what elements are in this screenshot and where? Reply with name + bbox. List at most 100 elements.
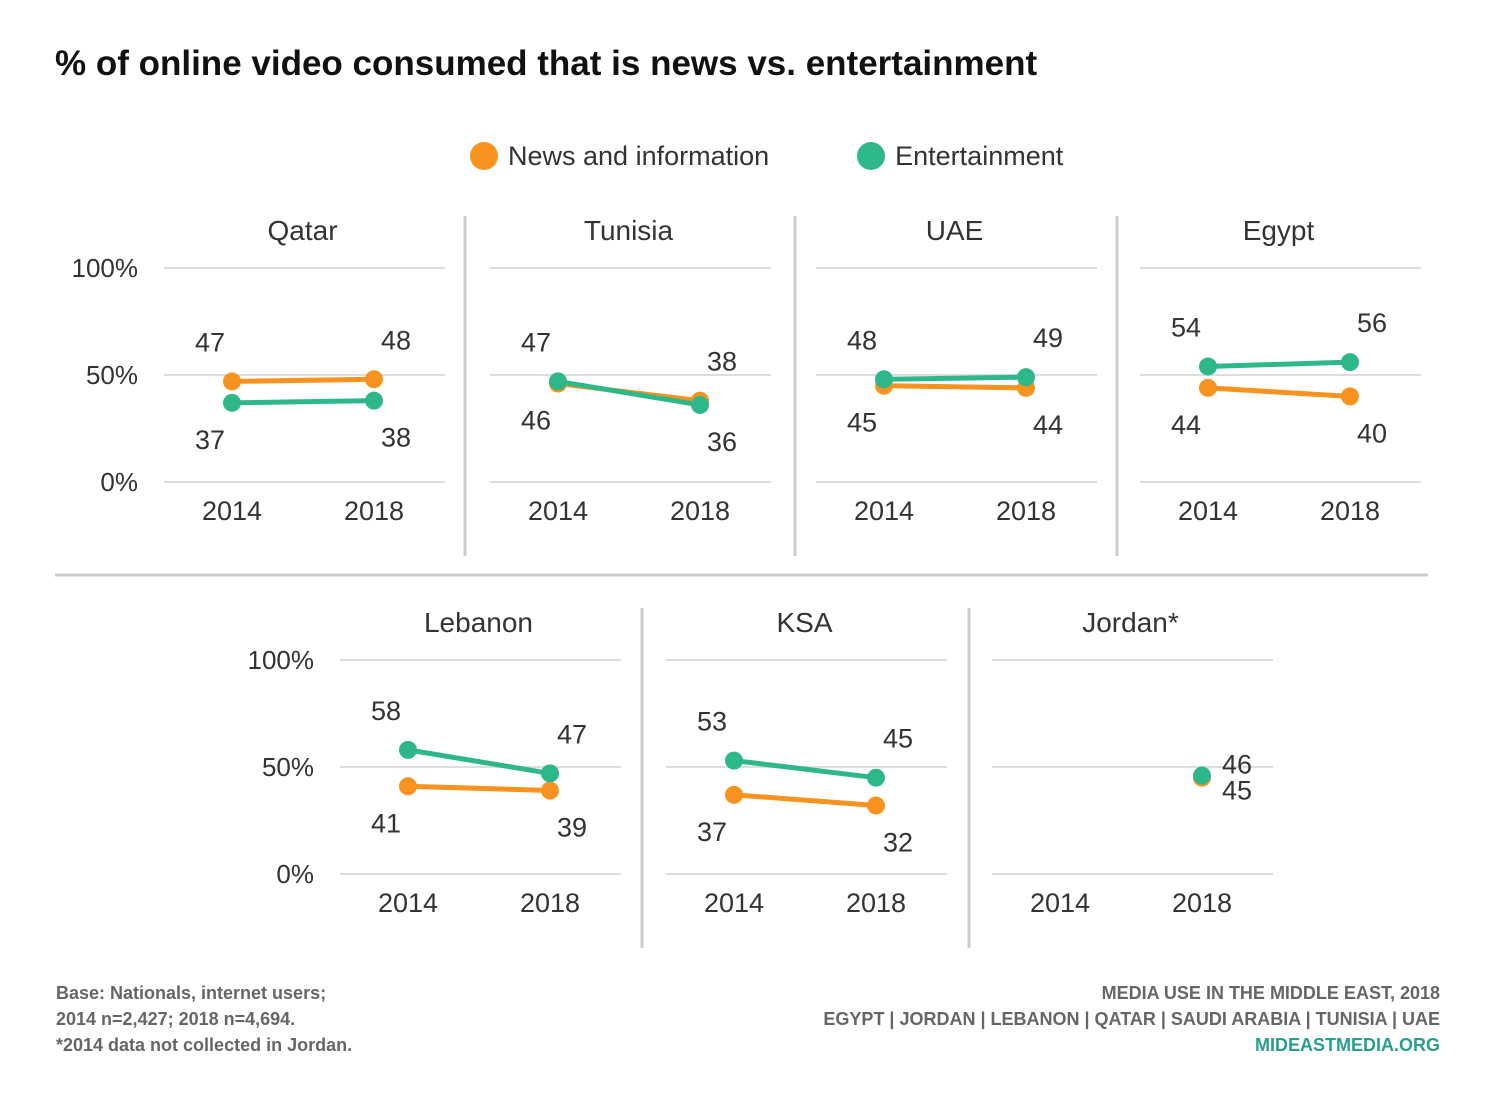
y-tick-label: 0% bbox=[276, 859, 314, 889]
legend-item-entertainment: Entertainment bbox=[857, 141, 1063, 172]
data-point bbox=[365, 391, 383, 410]
footer-sample-line: 2014 n=2,427; 2018 n=4,694. bbox=[56, 1009, 296, 1029]
data-point bbox=[867, 768, 885, 787]
data-label: 37 bbox=[697, 817, 727, 847]
footer-source-title: MEDIA USE IN THE MIDDLE EAST, 2018 bbox=[1101, 983, 1440, 1003]
data-label: 53 bbox=[697, 707, 727, 737]
x-tick-label: 2018 bbox=[670, 496, 730, 526]
x-tick-label: 2014 bbox=[378, 888, 438, 918]
series-line bbox=[1205, 385, 1353, 399]
series-line bbox=[229, 376, 377, 384]
series-line bbox=[1205, 359, 1353, 369]
legend-swatch-news bbox=[470, 142, 498, 170]
legend: News and information Entertainment bbox=[470, 136, 1063, 176]
series-line bbox=[881, 374, 1029, 382]
y-tick-label: 100% bbox=[248, 645, 315, 675]
x-tick-label: 2018 bbox=[344, 496, 404, 526]
x-tick-label: 2014 bbox=[1178, 496, 1238, 526]
data-point bbox=[223, 393, 241, 412]
data-label: 44 bbox=[1171, 410, 1201, 440]
panel-title: Jordan* bbox=[1082, 607, 1179, 638]
data-point bbox=[691, 395, 709, 414]
panel-title: Qatar bbox=[267, 215, 337, 246]
data-label: 48 bbox=[847, 325, 877, 355]
data-label: 46 bbox=[1222, 750, 1252, 780]
data-label: 49 bbox=[1033, 323, 1063, 353]
x-tick-label: 2014 bbox=[202, 496, 262, 526]
data-point bbox=[725, 751, 743, 770]
data-label: 47 bbox=[195, 327, 225, 357]
data-point bbox=[223, 372, 241, 391]
data-point bbox=[1199, 378, 1217, 397]
footer-source-site[interactable]: MIDEASTMEDIA.ORG bbox=[1254, 1035, 1440, 1055]
series-line bbox=[881, 383, 1029, 391]
data-label: 58 bbox=[371, 696, 401, 726]
legend-swatch-entertainment bbox=[857, 142, 886, 170]
data-label: 47 bbox=[557, 719, 587, 749]
data-point bbox=[399, 777, 417, 796]
series-line bbox=[731, 758, 879, 781]
legend-item-news: News and information bbox=[470, 141, 769, 172]
x-tick-label: 2014 bbox=[854, 496, 914, 526]
data-label: 45 bbox=[883, 724, 913, 754]
data-label: 39 bbox=[557, 813, 587, 843]
panel-title: Egypt bbox=[1243, 215, 1315, 246]
x-tick-label: 2014 bbox=[1030, 888, 1090, 918]
data-point bbox=[867, 796, 885, 815]
data-label: 37 bbox=[195, 425, 225, 455]
data-label: 38 bbox=[381, 423, 411, 453]
x-tick-label: 2018 bbox=[846, 888, 906, 918]
data-label: 38 bbox=[707, 347, 737, 377]
x-tick-label: 2018 bbox=[1320, 496, 1380, 526]
data-label: 36 bbox=[707, 427, 737, 457]
data-point bbox=[541, 781, 559, 800]
panel-title: Lebanon bbox=[424, 607, 533, 638]
footer-jordan-note: *2014 data not collected in Jordan. bbox=[56, 1035, 353, 1055]
data-label: 40 bbox=[1357, 418, 1387, 448]
panel-title: UAE bbox=[926, 215, 984, 246]
series-line bbox=[555, 378, 703, 408]
data-label: 46 bbox=[521, 406, 551, 436]
series-line bbox=[731, 792, 879, 809]
y-tick-label: 100% bbox=[72, 253, 139, 283]
data-point bbox=[365, 370, 383, 389]
data-label: 48 bbox=[381, 325, 411, 355]
series-line bbox=[405, 747, 553, 776]
x-tick-label: 2014 bbox=[704, 888, 764, 918]
data-label: 56 bbox=[1357, 308, 1387, 338]
data-point bbox=[549, 372, 567, 391]
panel-title: Tunisia bbox=[584, 215, 674, 246]
series-line bbox=[405, 783, 553, 794]
data-point bbox=[1017, 368, 1035, 387]
data-label: 45 bbox=[1222, 776, 1252, 806]
y-tick-label: 50% bbox=[86, 360, 138, 390]
data-label: 54 bbox=[1171, 312, 1201, 342]
data-point bbox=[1341, 387, 1359, 406]
x-tick-label: 2018 bbox=[996, 496, 1056, 526]
data-point bbox=[399, 740, 417, 759]
footer-source: MEDIA USE IN THE MIDDLE EAST, 2018 EGYPT… bbox=[823, 980, 1440, 1058]
data-label: 45 bbox=[847, 408, 877, 438]
data-label: 44 bbox=[1033, 410, 1063, 440]
footer-base-line: Base: Nationals, internet users; bbox=[56, 983, 327, 1003]
data-point bbox=[725, 785, 743, 804]
data-point bbox=[541, 764, 559, 783]
footer-base-note: Base: Nationals, internet users; 2014 n=… bbox=[56, 980, 352, 1058]
x-tick-label: 2018 bbox=[520, 888, 580, 918]
data-label: 32 bbox=[883, 828, 913, 858]
x-tick-label: 2014 bbox=[528, 496, 588, 526]
y-tick-label: 50% bbox=[262, 752, 314, 782]
panel-title: KSA bbox=[776, 607, 832, 638]
legend-label-news: News and information bbox=[508, 140, 770, 171]
data-point bbox=[1199, 357, 1217, 376]
data-point bbox=[1193, 766, 1211, 785]
data-point bbox=[875, 370, 893, 389]
x-tick-label: 2018 bbox=[1172, 888, 1232, 918]
footer-source-countries: EGYPT | JORDAN | LEBANON | QATAR | SAUDI… bbox=[823, 1009, 1440, 1029]
series-line bbox=[229, 398, 377, 406]
chart-title: % of online video consumed that is news … bbox=[55, 44, 1038, 83]
data-point bbox=[1341, 353, 1359, 372]
data-label: 41 bbox=[371, 808, 401, 838]
y-tick-label: 0% bbox=[100, 467, 138, 497]
